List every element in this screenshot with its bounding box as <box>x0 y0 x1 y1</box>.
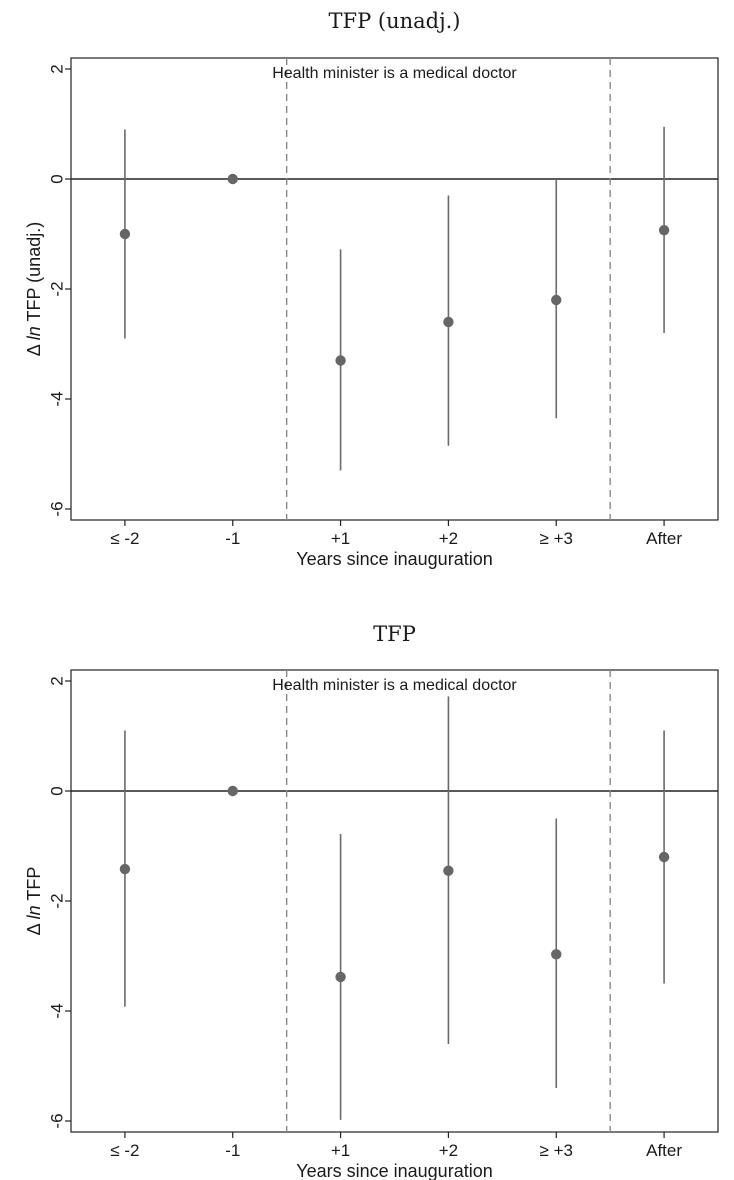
point-estimate <box>119 228 131 240</box>
point-estimate <box>443 316 454 328</box>
y-tick-label: -2 <box>48 281 67 296</box>
x-tick-label: +1 <box>331 529 350 548</box>
point-estimate <box>443 865 454 876</box>
y-axis-label-prefix: Δ <box>24 919 44 935</box>
x-tick-label: ≤ -2 <box>110 529 139 548</box>
x-tick-label: ≥ +3 <box>540 1141 573 1160</box>
x-axis-label: Years since inauguration <box>296 1161 492 1180</box>
point-estimate <box>227 785 238 797</box>
y-axis-label-italic: ln <box>24 326 44 340</box>
y-axis-label: Δ ln TFP <box>24 867 44 936</box>
y-axis-label-italic: ln <box>24 905 44 919</box>
x-tick-label: ≤ -2 <box>110 1141 139 1160</box>
plot-frame <box>70 669 719 1133</box>
y-tick-label: 2 <box>48 676 67 685</box>
x-tick-label: +2 <box>439 1141 458 1160</box>
x-tick-label: After <box>646 1141 682 1160</box>
point-estimate <box>227 173 238 185</box>
point-estimate <box>551 949 562 960</box>
y-tick-label: 2 <box>48 64 67 73</box>
y-tick-label: -2 <box>48 893 67 908</box>
point-estimate <box>335 971 346 983</box>
x-tick-label: +1 <box>331 1141 350 1160</box>
y-axis-label: Δ ln TFP (unadj.) <box>24 222 44 356</box>
x-tick-label: +2 <box>439 529 458 548</box>
plot-frame <box>70 57 719 521</box>
point-estimate <box>551 294 562 306</box>
y-tick-label: 0 <box>48 174 67 183</box>
point-estimate <box>335 355 346 366</box>
x-tick-label: -1 <box>225 1141 240 1160</box>
chart-title: TFP (unadj.) <box>329 9 461 33</box>
point-estimate <box>119 863 131 875</box>
y-axis-label-prefix: Δ <box>24 340 44 356</box>
point-estimate <box>658 851 670 863</box>
x-axis-label: Years since inauguration <box>296 549 492 569</box>
y-tick-label: -4 <box>48 1003 67 1018</box>
annotation-label: Health minister is a medical doctor <box>272 65 517 82</box>
chart-panel-1: TFP (unadj.) Health minister is a medical… <box>24 9 719 569</box>
x-tick-label: After <box>646 529 682 548</box>
point-estimate <box>658 224 670 236</box>
y-tick-label: -4 <box>48 391 67 406</box>
x-tick-label: ≥ +3 <box>540 529 573 548</box>
y-axis-label-suffix: TFP <box>24 867 44 906</box>
y-tick-label: -6 <box>48 501 67 516</box>
y-tick-label: 0 <box>48 786 67 795</box>
chart-panel-2: TFP Health minister is a medical doctor 2 0… <box>24 622 719 1180</box>
annotation-label: Health minister is a medical doctor <box>272 677 517 694</box>
x-tick-label: -1 <box>225 529 240 548</box>
y-tick-label: -6 <box>48 1113 67 1128</box>
y-axis-label-suffix: TFP (unadj.) <box>24 222 44 326</box>
chart-title: TFP <box>373 622 416 646</box>
